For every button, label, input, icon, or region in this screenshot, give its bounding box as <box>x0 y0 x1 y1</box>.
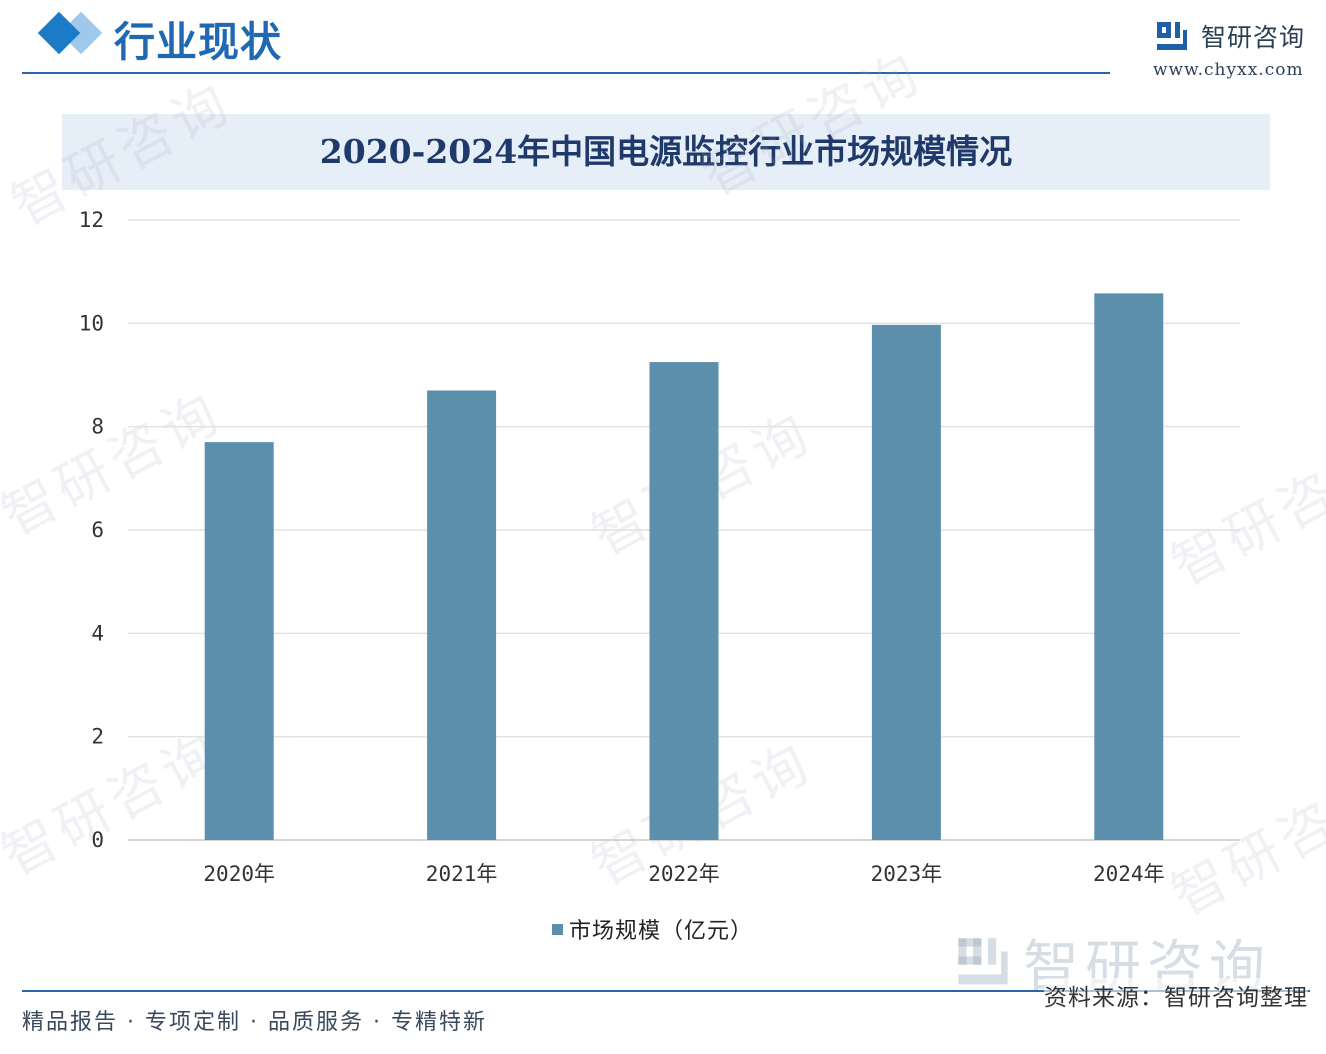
bar <box>427 390 497 840</box>
bar <box>204 442 274 840</box>
x-tick-label: 2020年 <box>203 862 275 886</box>
y-tick-label: 2 <box>91 725 104 749</box>
brand-url: www.chyxx.com <box>1153 60 1304 80</box>
y-tick-label: 6 <box>91 518 104 542</box>
brand-logo-icon <box>1157 22 1187 50</box>
footer-divider <box>22 990 1310 992</box>
y-tick-label: 8 <box>91 415 104 439</box>
chart-title: 2020-2024年中国电源监控行业市场规模情况 <box>319 132 1013 171</box>
legend-swatch <box>552 923 563 935</box>
x-tick-label: 2023年 <box>871 862 943 886</box>
legend: 市场规模（亿元） <box>552 912 753 946</box>
bar <box>649 362 719 840</box>
y-tick-label: 12 <box>79 208 104 232</box>
bar <box>1094 293 1164 840</box>
section-title: 行业现状 <box>114 18 282 66</box>
y-tick-label: 4 <box>91 621 104 645</box>
data-source: 资料来源：智研咨询整理 <box>1044 978 1308 1012</box>
legend-label: 市场规模（亿元） <box>569 919 754 944</box>
header-divider <box>22 72 1110 74</box>
y-tick-label: 10 <box>79 311 104 335</box>
bar <box>871 324 941 841</box>
y-tick-label: 0 <box>91 828 104 852</box>
chart-title-banner: 2020-2024年中国电源监控行业市场规模情况 <box>62 114 1270 190</box>
brand-name: 智研咨询 <box>1201 23 1306 52</box>
header: 行业现状 智研咨询 www.chyxx.com <box>0 0 1326 110</box>
x-tick-label: 2024年 <box>1093 862 1165 886</box>
x-tick-label: 2022年 <box>648 862 720 886</box>
footer-tagline: 精品报告 · 专项定制 · 品质服务 · 专精特新 <box>22 1010 487 1035</box>
brand: 智研咨询 www.chyxx.com <box>1153 16 1315 86</box>
x-tick-label: 2021年 <box>426 862 498 886</box>
